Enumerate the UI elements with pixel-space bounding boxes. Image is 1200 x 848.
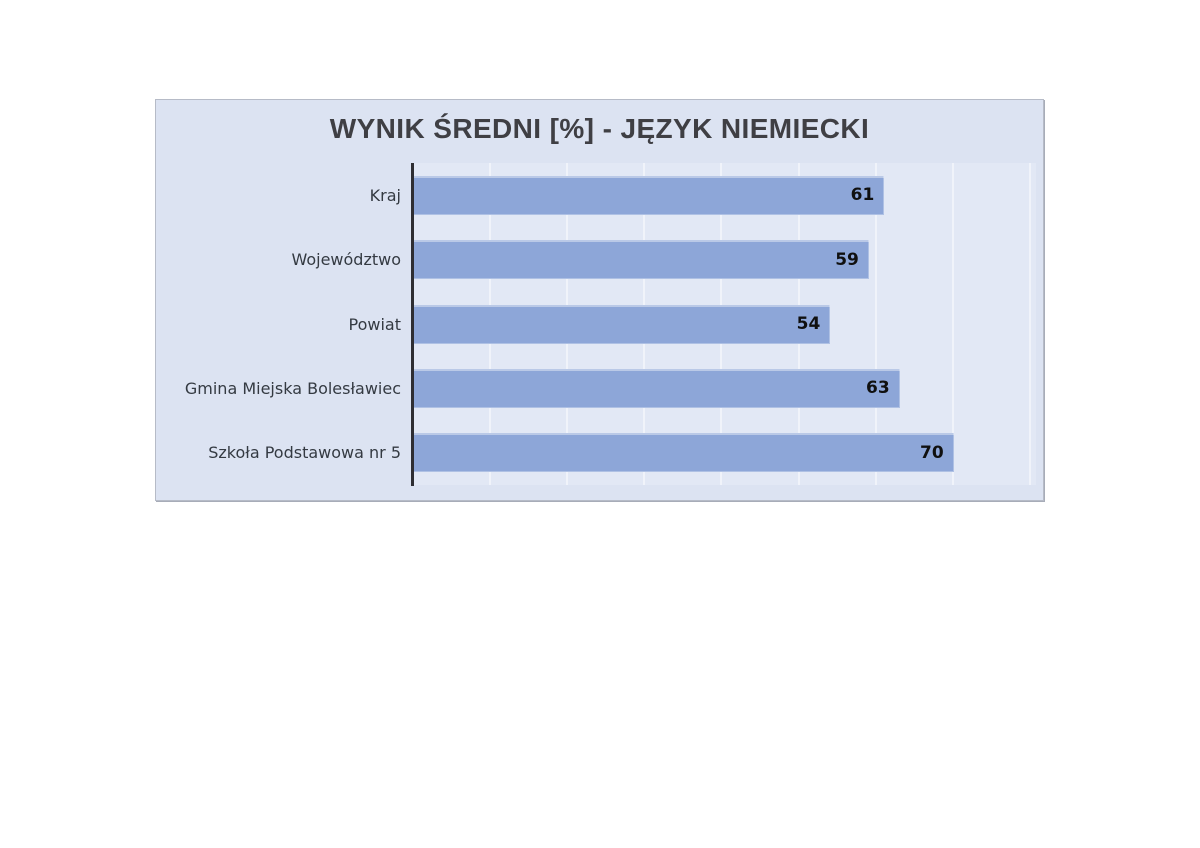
- data-bar: 70: [414, 433, 954, 473]
- category-label: Województwo: [291, 250, 401, 270]
- bar-track: 59: [414, 240, 1045, 280]
- data-label: 54: [796, 314, 821, 335]
- bar-row: Gmina Miejska Bolesławiec 63: [156, 356, 1045, 420]
- bar-row: Powiat 54: [156, 292, 1045, 356]
- bar-track: 70: [414, 433, 1045, 473]
- data-label: 61: [850, 185, 875, 206]
- bar-rows: Kraj 61 Województwo 59 Powiat 54 Gmina M…: [156, 163, 1045, 485]
- data-bar: 54: [414, 304, 831, 344]
- bar-chart: WYNIK ŚREDNI [%] - JĘZYK NIEMIECKI Kraj …: [155, 99, 1044, 501]
- data-label: 59: [835, 249, 859, 270]
- category-label: Szkoła Podstawowa nr 5: [208, 443, 401, 463]
- bar-track: 63: [414, 368, 1045, 408]
- bar-track: 61: [414, 175, 1045, 215]
- category-label: Gmina Miejska Bolesławiec: [184, 378, 401, 398]
- gridline: [1028, 163, 1031, 485]
- gridline: [951, 163, 954, 485]
- bar-row: Województwo 59: [156, 227, 1045, 291]
- category-axis-line: [411, 163, 414, 486]
- data-bar: 59: [414, 240, 869, 280]
- data-bar: 63: [414, 368, 900, 408]
- category-label: Powiat: [348, 314, 401, 334]
- data-bar: 61: [414, 175, 885, 215]
- bar-track: 54: [414, 304, 1045, 344]
- data-label: 63: [866, 378, 890, 399]
- bar-row: Kraj 61: [156, 163, 1045, 227]
- bar-row: Szkoła Podstawowa nr 5 70: [156, 421, 1045, 485]
- category-label: Kraj: [369, 185, 401, 205]
- data-label: 70: [920, 442, 944, 463]
- chart-title: WYNIK ŚREDNI [%] - JĘZYK NIEMIECKI: [329, 113, 870, 144]
- gridline: [874, 163, 877, 485]
